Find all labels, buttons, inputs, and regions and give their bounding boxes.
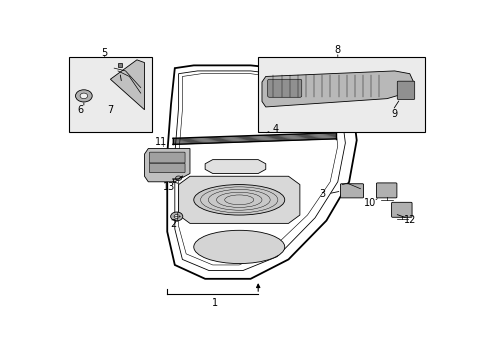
Circle shape [75, 90, 92, 102]
Text: 4: 4 [272, 124, 278, 134]
FancyBboxPatch shape [396, 81, 414, 99]
FancyBboxPatch shape [376, 183, 396, 198]
FancyBboxPatch shape [267, 79, 301, 97]
Ellipse shape [193, 230, 284, 264]
Text: 13: 13 [163, 183, 175, 192]
Polygon shape [262, 71, 413, 107]
Text: 5: 5 [102, 48, 108, 58]
Text: 7: 7 [107, 105, 113, 115]
Text: 8: 8 [334, 45, 340, 55]
FancyBboxPatch shape [258, 57, 424, 132]
FancyBboxPatch shape [340, 184, 363, 198]
Text: 11: 11 [155, 136, 167, 147]
Polygon shape [144, 149, 189, 182]
Text: 12: 12 [403, 215, 415, 225]
Circle shape [170, 212, 183, 221]
Polygon shape [205, 159, 265, 174]
Text: 9: 9 [391, 109, 397, 119]
Text: 2: 2 [169, 219, 176, 229]
FancyBboxPatch shape [68, 57, 152, 132]
Circle shape [80, 93, 87, 99]
Polygon shape [110, 60, 144, 110]
Ellipse shape [193, 185, 284, 215]
Circle shape [174, 215, 179, 219]
FancyBboxPatch shape [149, 152, 184, 163]
Polygon shape [178, 176, 299, 223]
Text: 3: 3 [319, 189, 325, 199]
Text: 1: 1 [211, 298, 217, 308]
Circle shape [175, 176, 181, 180]
Text: 6: 6 [77, 105, 83, 115]
Text: 10: 10 [363, 198, 375, 208]
FancyBboxPatch shape [391, 202, 411, 217]
FancyBboxPatch shape [149, 163, 184, 173]
